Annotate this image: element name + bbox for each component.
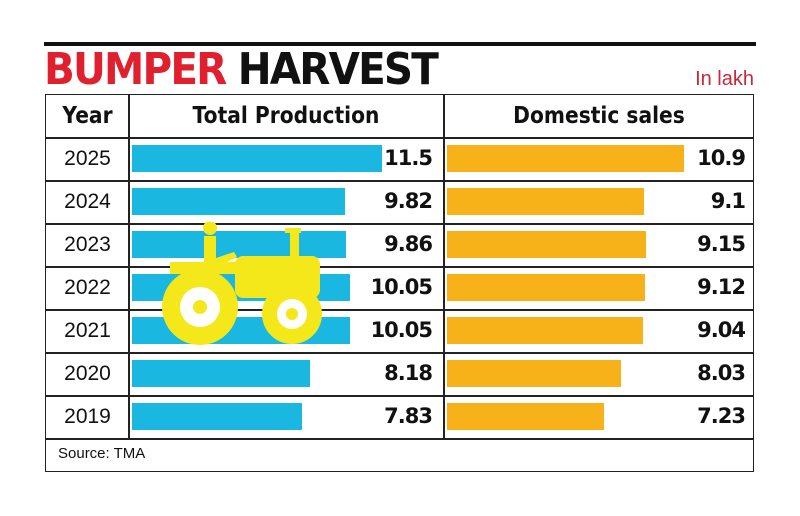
- domestic-value-2021: 9.04: [697, 318, 746, 342]
- production-value-2022: 10.05: [370, 275, 433, 299]
- production-bar-2020: [132, 360, 310, 387]
- domestic-bar-2022: [447, 274, 645, 301]
- domestic-value-2022: 9.12: [697, 275, 746, 299]
- domestic-bar-2023: [447, 231, 646, 258]
- row-divider: [46, 309, 753, 311]
- year-label: 2023: [64, 233, 111, 256]
- domestic-value-2020: 8.03: [697, 361, 746, 385]
- domestic-bar-2019: [447, 403, 604, 430]
- title-part2: HARVEST: [237, 44, 439, 95]
- year-label: 2019: [64, 405, 111, 428]
- domestic-bar-2025: [447, 145, 684, 172]
- production-value-2020: 8.18: [384, 361, 433, 385]
- row-divider: [46, 223, 753, 225]
- domestic-value-2024: 9.1: [710, 189, 746, 213]
- domestic-bar-2020: [447, 360, 622, 387]
- production-value-2021: 10.05: [370, 318, 433, 342]
- year-label: 2024: [64, 190, 111, 213]
- data-table: Year Total Production Domestic sales Sou…: [45, 94, 754, 472]
- production-value-2019: 7.83: [384, 404, 433, 428]
- top-rule: [44, 42, 756, 46]
- year-label: 2021: [64, 319, 111, 342]
- header-year: Year: [62, 103, 113, 129]
- title-part1: BUMPER: [44, 44, 227, 95]
- row-divider: [46, 137, 753, 139]
- header-production: Total Production: [192, 103, 380, 129]
- header-domestic: Domestic sales: [513, 103, 685, 129]
- production-bar-2019: [132, 403, 302, 430]
- production-value-2023: 9.86: [384, 232, 433, 256]
- row-divider: [46, 395, 753, 397]
- production-bar-2025: [132, 145, 382, 172]
- year-label: 2025: [64, 147, 111, 170]
- row-divider: [46, 352, 753, 354]
- source-note: Source: TMA: [58, 445, 146, 462]
- unit-label: In lakh: [695, 68, 754, 90]
- domestic-bar-2024: [447, 188, 645, 215]
- year-label: 2022: [64, 276, 111, 299]
- row-divider: [46, 438, 753, 440]
- production-value-2024: 9.82: [384, 189, 433, 213]
- production-bar-2023: [132, 231, 346, 258]
- domestic-value-2025: 10.9: [697, 146, 746, 170]
- domestic-bar-2021: [447, 317, 644, 344]
- year-label: 2020: [64, 362, 111, 385]
- row-divider: [46, 266, 753, 268]
- domestic-value-2019: 7.23: [697, 404, 746, 428]
- production-value-2025: 11.5: [384, 146, 433, 170]
- tractor-icon: [162, 222, 322, 345]
- row-divider: [46, 180, 753, 182]
- chart-title: BUMPER HARVEST: [44, 44, 439, 95]
- domestic-value-2023: 9.15: [697, 232, 746, 256]
- production-bar-2024: [132, 188, 346, 215]
